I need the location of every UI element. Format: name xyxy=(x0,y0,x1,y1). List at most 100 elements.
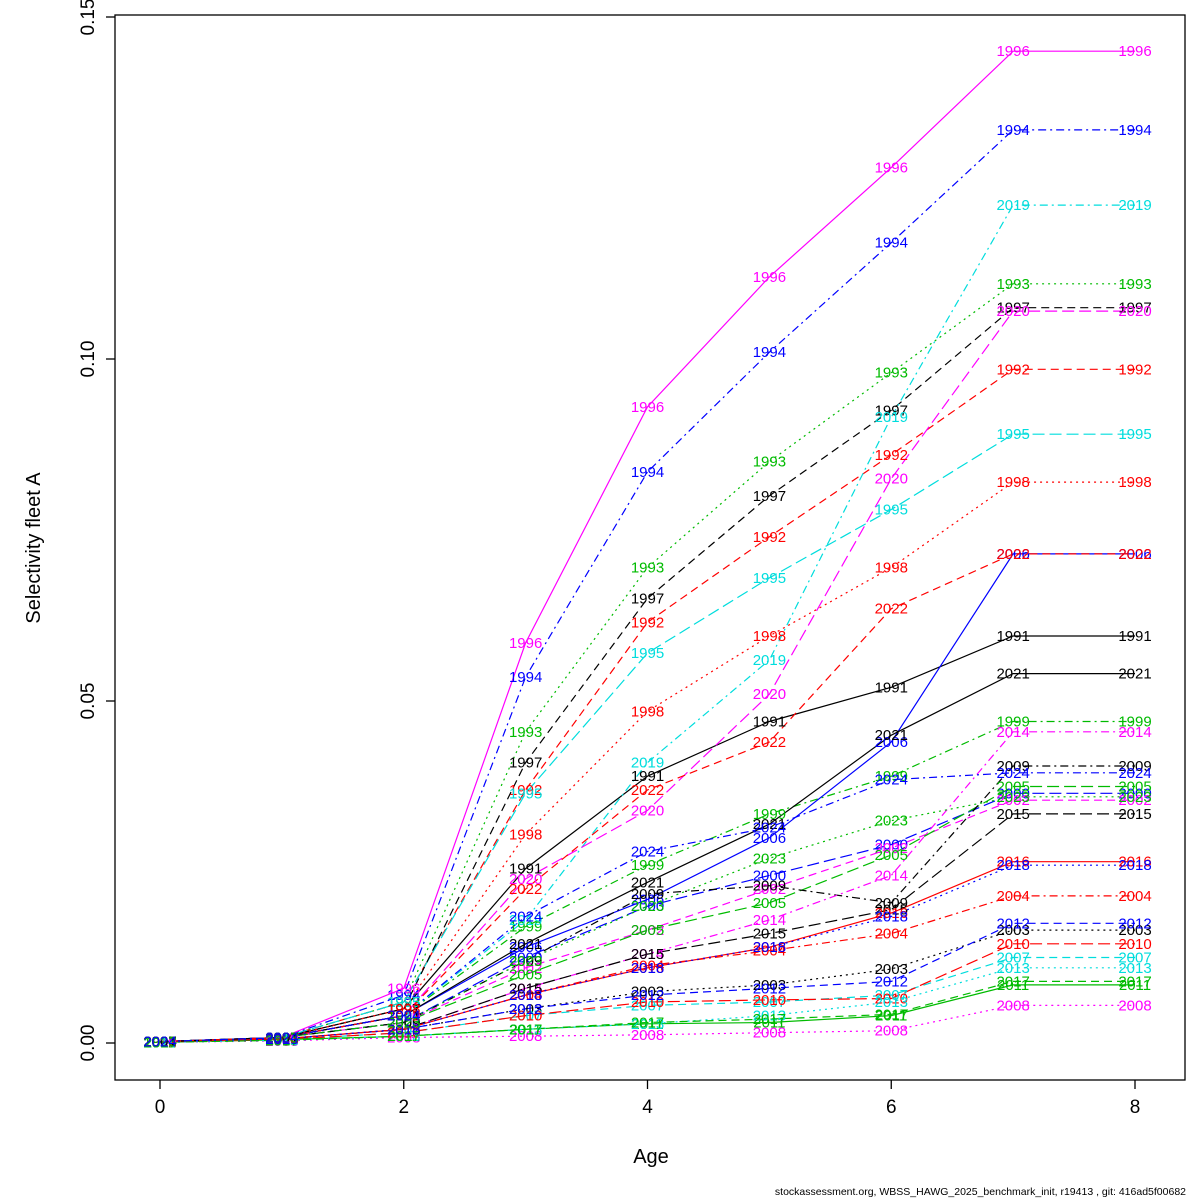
year-label-2019: 2019 xyxy=(265,1030,298,1047)
series-line-2008 xyxy=(159,1004,1135,1043)
year-label-2016: 2016 xyxy=(753,939,786,956)
year-label-2009: 2009 xyxy=(387,1014,420,1031)
year-label-2008: 2008 xyxy=(143,1034,176,1051)
year-label-2019: 2019 xyxy=(996,197,1029,214)
year-label-2007: 2007 xyxy=(996,950,1029,967)
year-label-2010: 2010 xyxy=(631,994,664,1011)
year-label-2016: 2016 xyxy=(509,987,542,1004)
year-label-2011: 2011 xyxy=(388,1028,420,1045)
year-label-2003: 2003 xyxy=(1118,922,1151,939)
year-label-2012: 2012 xyxy=(1118,915,1151,932)
year-label-2006: 2006 xyxy=(509,939,542,956)
year-label-2012: 2012 xyxy=(387,1021,420,1038)
year-label-1998: 1998 xyxy=(875,560,908,577)
year-label-2017: 2017 xyxy=(753,1011,786,1028)
year-label-2015: 2015 xyxy=(631,946,664,963)
year-label-2020: 2020 xyxy=(265,1030,298,1047)
year-label-1996: 1996 xyxy=(143,1034,176,1051)
year-label-1996: 1996 xyxy=(509,635,542,652)
year-label-2002: 2002 xyxy=(143,1034,176,1051)
year-label-2012: 2012 xyxy=(143,1034,176,1051)
year-label-2014: 2014 xyxy=(996,724,1029,741)
year-label-2024: 2024 xyxy=(1118,765,1151,782)
series-line-1992 xyxy=(159,368,1135,1043)
year-label-2020: 2020 xyxy=(996,303,1029,320)
year-label-2006: 2006 xyxy=(1118,546,1151,563)
year-label-2000: 2000 xyxy=(1118,785,1151,802)
year-label-2022: 2022 xyxy=(996,546,1029,563)
year-label-1994: 1994 xyxy=(875,235,908,252)
year-label-1998: 1998 xyxy=(996,474,1029,491)
year-label-2016: 2016 xyxy=(996,854,1029,871)
year-label-2010: 2010 xyxy=(265,1032,298,1049)
year-label-1991: 1991 xyxy=(387,1001,420,1018)
year-label-2007: 2007 xyxy=(875,987,908,1004)
year-label-2008: 2008 xyxy=(509,1028,542,1045)
year-label-2002: 2002 xyxy=(265,1030,298,1047)
year-label-1993: 1993 xyxy=(996,276,1029,293)
year-label-2022: 2022 xyxy=(143,1034,176,1051)
year-label-1992: 1992 xyxy=(1118,361,1151,378)
year-label-2004: 2004 xyxy=(143,1034,176,1051)
year-label-2000: 2000 xyxy=(143,1034,176,1051)
year-label-1997: 1997 xyxy=(1118,300,1151,317)
year-label-1999: 1999 xyxy=(387,1008,420,1025)
plot-border xyxy=(114,14,1186,1081)
year-label-2022: 2022 xyxy=(265,1030,298,1047)
year-label-2006: 2006 xyxy=(996,546,1029,563)
year-label-2000: 2000 xyxy=(875,837,908,854)
year-label-2017: 2017 xyxy=(875,1006,908,1023)
year-label-1995: 1995 xyxy=(265,1030,298,1047)
year-label-1996: 1996 xyxy=(387,980,420,997)
year-label-1995: 1995 xyxy=(387,994,420,1011)
year-label-2002: 2002 xyxy=(753,881,786,898)
year-label-1992: 1992 xyxy=(875,447,908,464)
year-label-1997: 1997 xyxy=(387,1001,420,1018)
year-label-2012: 2012 xyxy=(509,1001,542,1018)
year-label-2008: 2008 xyxy=(387,1030,420,1047)
year-label-2009: 2009 xyxy=(1118,758,1151,775)
year-label-2019: 2019 xyxy=(875,409,908,426)
year-label-1994: 1994 xyxy=(509,669,542,686)
year-label-2009: 2009 xyxy=(753,878,786,895)
series-line-2024 xyxy=(159,772,1135,1043)
year-label-1996: 1996 xyxy=(996,43,1029,60)
axes-layer: 0 2 4 6 8 0.00 0.05 0.10 0.15 xyxy=(78,0,1140,1118)
y-axis-tick-label: 0.15 xyxy=(78,0,99,35)
year-label-1999: 1999 xyxy=(509,919,542,936)
year-label-2000: 2000 xyxy=(996,785,1029,802)
year-label-1996: 1996 xyxy=(631,399,664,416)
year-label-2021: 2021 xyxy=(143,1034,176,1051)
year-label-2022: 2022 xyxy=(753,734,786,751)
year-label-2011: 2011 xyxy=(997,977,1029,994)
year-label-2010: 2010 xyxy=(143,1034,176,1051)
series-line-2018 xyxy=(159,864,1135,1043)
year-label-2008: 2008 xyxy=(1118,997,1151,1014)
y-axis-tick-label: 0.00 xyxy=(78,1025,99,1062)
year-label-2009: 2009 xyxy=(265,1030,298,1047)
year-label-1995: 1995 xyxy=(875,501,908,518)
year-label-2018: 2018 xyxy=(875,908,908,925)
year-label-2021: 2021 xyxy=(387,1008,420,1025)
year-label-1997: 1997 xyxy=(631,590,664,607)
year-label-2003: 2003 xyxy=(631,984,664,1001)
year-label-1999: 1999 xyxy=(1118,714,1151,731)
year-label-2005: 2005 xyxy=(265,1030,298,1047)
year-label-1997: 1997 xyxy=(509,755,542,772)
year-label-2011: 2011 xyxy=(1119,977,1151,994)
year-label-2016: 2016 xyxy=(387,1021,420,1038)
year-label-2021: 2021 xyxy=(1118,666,1151,683)
year-label-1997: 1997 xyxy=(265,1030,298,1047)
year-label-2009: 2009 xyxy=(143,1034,176,1051)
year-label-2003: 2003 xyxy=(387,1021,420,1038)
year-label-2012: 2012 xyxy=(631,987,664,1004)
year-label-1994: 1994 xyxy=(631,464,664,481)
year-label-2018: 2018 xyxy=(387,1021,420,1038)
year-label-2020: 2020 xyxy=(509,871,542,888)
year-label-1994: 1994 xyxy=(753,344,786,361)
year-label-2011: 2011 xyxy=(266,1032,298,1049)
series-line-1995 xyxy=(159,433,1135,1043)
year-label-2000: 2000 xyxy=(509,950,542,967)
series-line-2017 xyxy=(159,980,1135,1043)
year-label-2008: 2008 xyxy=(875,1023,908,1040)
